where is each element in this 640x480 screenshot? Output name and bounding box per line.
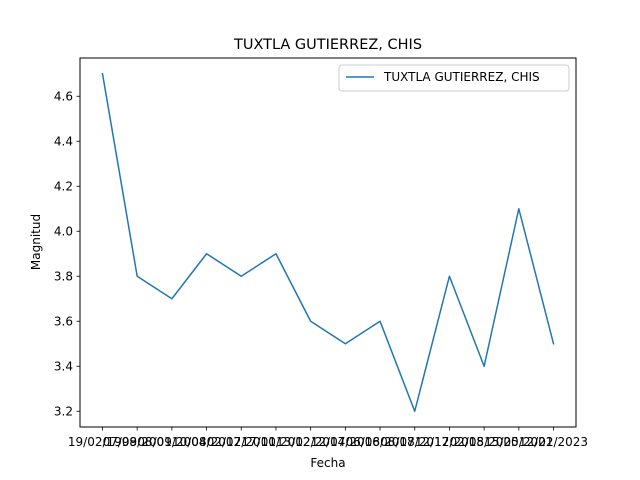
- y-tick-label: 4.0: [54, 224, 73, 238]
- x-tick-label: 19/02/1998: [68, 435, 137, 449]
- x-axis-label: Fecha: [310, 456, 345, 470]
- x-tick-label: 15/05/2021: [484, 435, 553, 449]
- y-axis-ticks: 3.2 3.4 3.6 3.8 4.0 4.2 4.4 4.6: [54, 89, 80, 418]
- x-tick-label: 10/08/2007: [172, 435, 241, 449]
- x-tick-label: 07/09/2001: [103, 435, 172, 449]
- plot-frame: [79, 57, 577, 428]
- series-line: [101, 72, 555, 412]
- y-tick-label: 3.6: [54, 314, 73, 328]
- legend: TUXTLA GUTIERREZ, CHIS: [338, 64, 570, 92]
- x-tick-label: 12/12/2018: [415, 435, 484, 449]
- y-tick-label: 4.4: [54, 134, 73, 148]
- y-axis-label: Magnitud: [29, 214, 43, 270]
- y-tick-label: 4.6: [54, 89, 73, 103]
- x-tick-label: 06/08/2017: [345, 435, 414, 449]
- series-layer: [101, 72, 555, 412]
- x-tick-label: 12/07/2016: [311, 435, 380, 449]
- plot-area: [80, 58, 576, 427]
- y-tick-label: 3.8: [54, 269, 73, 283]
- chart-title: TUXTLA GUTIERREZ, CHIS: [233, 37, 422, 53]
- y-tick-label: 3.4: [54, 359, 73, 373]
- x-tick-label: 02/05/2020: [450, 435, 519, 449]
- x-tick-label: 02/12/2010: [207, 435, 276, 449]
- y-tick-label: 3.2: [54, 404, 73, 418]
- x-tick-label: 17/01/2012: [241, 435, 310, 449]
- x-axis-ticks: 19/02/199807/09/200108/09/200410/08/2007…: [68, 427, 588, 449]
- x-tick-label: 12/02/2023: [519, 435, 588, 449]
- x-tick-label: 08/09/2004: [137, 435, 206, 449]
- x-tick-label: 13/02/2014: [276, 435, 345, 449]
- x-tick-label: 08/08/2017: [380, 435, 449, 449]
- legend-box: [338, 64, 570, 92]
- y-tick-label: 4.2: [54, 179, 73, 193]
- legend-label: TUXTLA GUTIERREZ, CHIS: [383, 70, 540, 84]
